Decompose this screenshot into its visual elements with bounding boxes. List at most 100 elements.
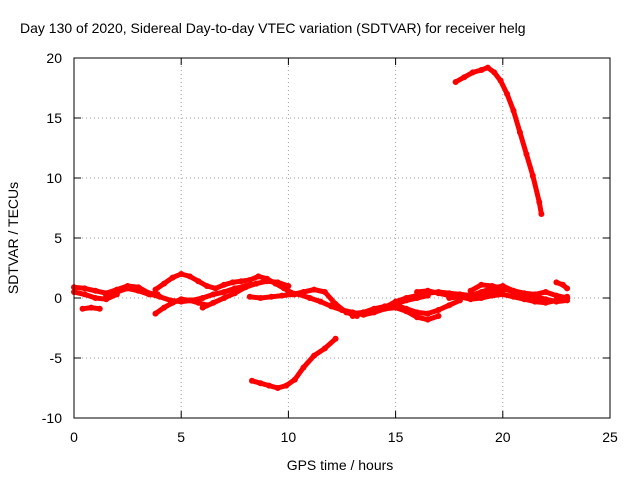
data-point: [156, 293, 163, 300]
data-point: [81, 291, 88, 298]
data-point: [497, 77, 504, 84]
data-point: [564, 285, 571, 292]
data-point: [311, 286, 318, 293]
data-point: [113, 289, 120, 295]
data-point: [92, 295, 99, 301]
data-point: [414, 314, 421, 321]
data-point: [96, 305, 103, 312]
data-point: [178, 271, 185, 277]
data-point: [210, 291, 217, 298]
data-point: [311, 352, 318, 359]
data-point: [414, 309, 421, 316]
x-tick-label: 10: [281, 429, 297, 445]
data-point: [79, 305, 86, 312]
y-tick-label: 10: [46, 170, 62, 186]
data-point: [478, 281, 485, 288]
data-point: [169, 274, 176, 281]
data-point: [403, 305, 410, 312]
data-point: [510, 107, 517, 114]
axis-ticks: 0 5 10 15 20 25 -10 -5 0 5 10 15 20: [42, 50, 618, 445]
data-point: [283, 382, 290, 389]
series-track-m: [349, 297, 463, 319]
data-point: [332, 335, 339, 342]
data-point: [516, 129, 523, 136]
series-segment: [511, 108, 523, 135]
data-point: [499, 285, 506, 292]
data-point: [538, 211, 545, 217]
data-point: [257, 380, 264, 387]
data-point: [339, 307, 345, 313]
data-point: [478, 67, 485, 73]
data-point: [469, 69, 476, 76]
data-point: [467, 287, 474, 294]
y-tick-label: 15: [46, 110, 62, 126]
data-point: [559, 281, 566, 288]
data-point: [103, 292, 110, 299]
data-point: [300, 364, 307, 371]
data-point: [467, 296, 474, 303]
data-point: [285, 289, 292, 295]
data-point: [161, 280, 168, 287]
series-track-b: [71, 289, 120, 303]
data-point: [148, 291, 155, 298]
data-point: [203, 283, 210, 289]
data-point: [317, 298, 324, 305]
data-point: [461, 74, 468, 81]
y-tick-label: -10: [42, 410, 62, 426]
series-segment: [530, 173, 542, 205]
data-point: [88, 304, 95, 311]
data-point: [195, 278, 202, 285]
data-point: [178, 298, 185, 305]
data-point: [349, 313, 356, 319]
data-points: [71, 64, 571, 391]
series-segment: [517, 129, 529, 157]
data-point: [435, 307, 442, 313]
data-point: [529, 172, 536, 179]
data-point: [161, 304, 168, 311]
data-point: [255, 273, 262, 280]
data-point: [435, 290, 442, 297]
data-point: [484, 64, 491, 71]
data-point: [510, 293, 517, 300]
data-point: [135, 287, 142, 294]
data-point: [268, 293, 275, 300]
y-tick-label: 20: [46, 50, 62, 66]
y-tick-label: 0: [54, 290, 62, 306]
data-point: [553, 292, 560, 299]
data-point: [266, 382, 273, 389]
series-track-h: [199, 280, 260, 311]
data-point: [285, 283, 292, 289]
data-point: [246, 277, 253, 283]
data-point: [186, 273, 193, 280]
grid-lines: [74, 58, 610, 418]
y-axis-label: SDTVAR / TECUs: [5, 182, 21, 294]
data-point: [210, 299, 217, 306]
data-point: [152, 286, 159, 293]
data-point: [360, 309, 367, 316]
data-point: [188, 297, 195, 304]
x-tick-label: 25: [602, 429, 618, 445]
data-point: [489, 283, 496, 289]
data-point: [321, 289, 328, 295]
data-point: [510, 289, 517, 295]
data-point: [446, 295, 453, 301]
data-point: [274, 385, 281, 391]
data-point: [424, 316, 431, 323]
data-point: [278, 292, 285, 299]
data-point: [446, 302, 453, 309]
data-point: [92, 287, 99, 294]
data-point: [242, 284, 249, 291]
data-point: [478, 295, 485, 301]
data-point: [452, 79, 459, 85]
data-point: [564, 297, 571, 304]
data-point: [248, 377, 255, 384]
data-point: [306, 295, 313, 301]
y-tick-label: -5: [50, 350, 63, 366]
data-point: [542, 289, 549, 295]
data-point: [321, 345, 328, 352]
data-point: [499, 291, 506, 298]
series-segment: [523, 151, 536, 179]
series-track-q: [467, 281, 571, 305]
data-point: [257, 295, 264, 301]
data-point: [263, 278, 270, 285]
